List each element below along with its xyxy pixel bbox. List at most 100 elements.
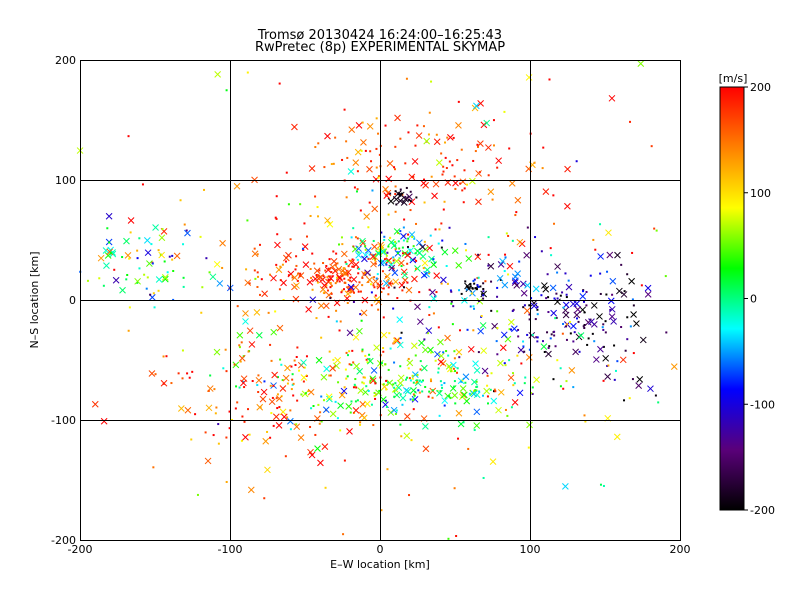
data-point <box>292 295 300 303</box>
data-point <box>194 413 197 416</box>
data-point <box>514 196 522 204</box>
data-point <box>476 285 479 288</box>
data-point <box>653 227 656 230</box>
data-point <box>383 272 391 280</box>
data-point <box>152 292 155 295</box>
data-point <box>356 188 359 191</box>
data-point <box>396 232 399 235</box>
data-point <box>631 378 634 381</box>
data-point <box>644 291 652 298</box>
data-point <box>547 346 550 349</box>
data-point <box>348 363 351 366</box>
data-point <box>448 226 451 229</box>
data-point <box>528 304 531 307</box>
data-point <box>536 305 539 308</box>
data-point <box>134 277 141 285</box>
data-point <box>355 245 362 253</box>
data-point <box>328 275 331 278</box>
data-point <box>319 411 322 414</box>
data-point <box>311 252 314 255</box>
data-point <box>247 408 250 411</box>
data-point <box>286 416 289 419</box>
data-point <box>510 406 513 409</box>
y-tick-label: -100 <box>51 414 76 427</box>
data-point <box>336 275 344 282</box>
data-point <box>349 291 352 294</box>
data-point <box>429 234 432 237</box>
data-point <box>278 82 281 85</box>
data-point <box>275 422 283 429</box>
data-point <box>145 287 148 290</box>
data-point <box>412 381 415 384</box>
data-point <box>357 387 365 394</box>
data-point <box>514 214 517 217</box>
data-point <box>507 273 510 276</box>
data-point <box>465 288 468 291</box>
data-point <box>269 384 272 387</box>
data-point <box>464 280 467 283</box>
data-point <box>393 361 396 364</box>
data-point <box>335 309 338 312</box>
data-point <box>569 300 577 308</box>
data-point <box>386 468 389 471</box>
data-point <box>262 437 270 445</box>
data-point <box>450 300 453 303</box>
data-point <box>410 258 413 261</box>
data-point <box>394 185 397 188</box>
data-point <box>520 362 523 365</box>
data-point <box>565 293 568 296</box>
data-point <box>341 289 344 292</box>
data-point <box>475 380 478 383</box>
data-point <box>513 382 516 385</box>
data-point <box>393 340 396 343</box>
data-point <box>368 357 371 360</box>
data-point <box>351 258 354 261</box>
data-point <box>91 400 99 408</box>
data-point <box>278 406 281 409</box>
data-point <box>475 288 478 291</box>
data-point <box>345 196 348 199</box>
data-point <box>284 260 287 263</box>
data-point <box>585 290 588 293</box>
data-point <box>415 379 418 382</box>
data-point <box>445 350 448 353</box>
data-point <box>380 331 388 339</box>
data-point <box>400 435 403 438</box>
data-point <box>365 385 368 388</box>
data-point <box>644 284 652 292</box>
data-point <box>346 329 354 337</box>
data-point <box>181 349 184 352</box>
data-point <box>490 309 493 312</box>
data-point <box>270 274 277 282</box>
data-point <box>468 392 471 395</box>
data-point <box>602 379 605 382</box>
data-point <box>344 261 347 264</box>
data-point <box>469 285 472 288</box>
data-point <box>128 257 131 260</box>
data-point <box>445 265 448 268</box>
data-point <box>389 282 392 285</box>
data-point <box>240 379 247 387</box>
data-point <box>630 311 637 318</box>
data-point <box>624 349 627 352</box>
data-point <box>419 360 422 363</box>
data-point <box>416 318 424 326</box>
data-point <box>407 233 410 236</box>
data-point <box>545 350 552 358</box>
data-point <box>471 378 478 386</box>
data-point <box>221 266 224 269</box>
data-point <box>351 349 354 352</box>
data-point <box>449 289 452 292</box>
data-point <box>378 284 381 287</box>
data-point <box>473 278 476 281</box>
data-point <box>352 159 360 166</box>
data-point <box>335 265 343 273</box>
data-point <box>392 307 395 310</box>
data-point <box>330 271 333 274</box>
data-point <box>360 139 367 146</box>
data-point <box>377 175 380 178</box>
data-point <box>293 282 300 289</box>
data-point <box>297 272 305 279</box>
y-tick-label: 200 <box>55 54 76 67</box>
data-point <box>109 252 112 255</box>
